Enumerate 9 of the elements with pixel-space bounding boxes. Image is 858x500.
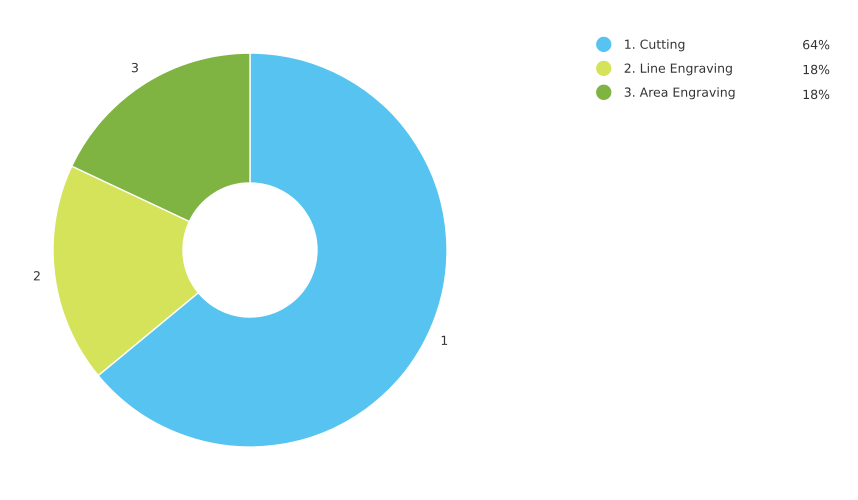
data-label: 18% [804,64,830,74]
legend-label: 1. Cutting [625,39,684,52]
data-label: 18% [804,90,830,100]
legend-label: 3. Area Engraving [624,87,735,100]
legend-label: 2. Line Engraving [624,63,732,76]
text: 3 [132,62,138,72]
text: 1 [442,336,448,345]
data-label: 64% [803,40,830,50]
text: 2 [34,271,40,280]
